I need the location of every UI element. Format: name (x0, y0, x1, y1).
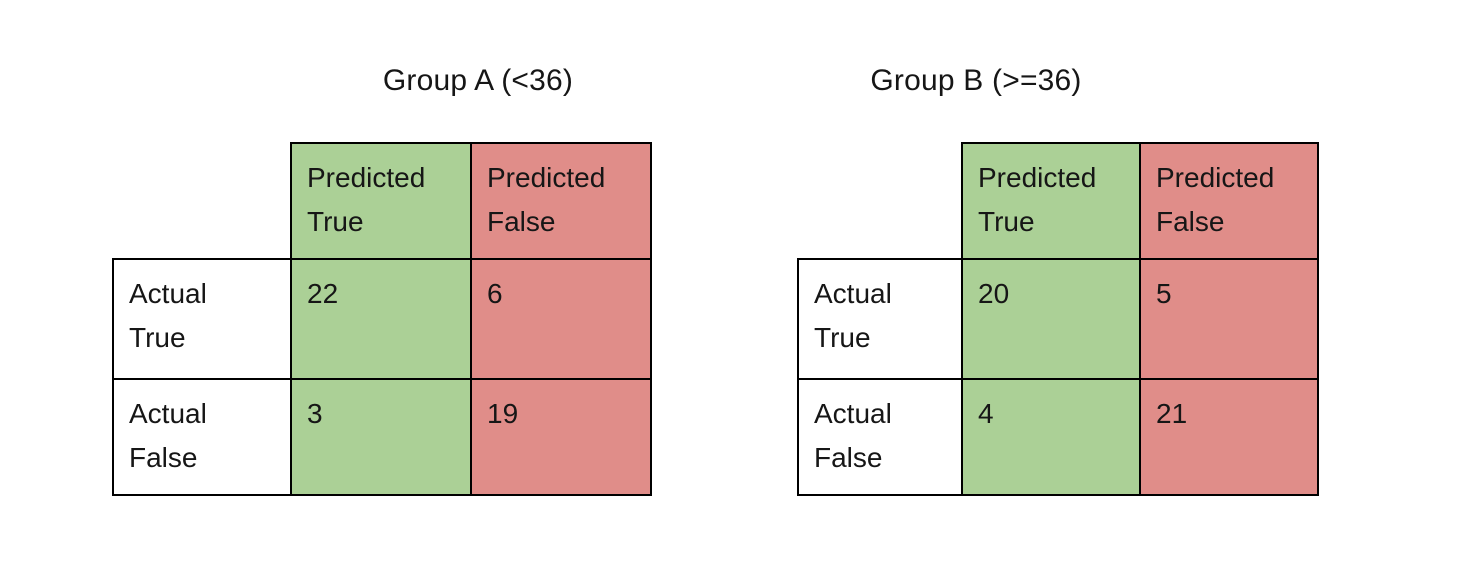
matrix-b-corner-cell (798, 143, 962, 259)
matrix-b-col-header-predicted-false: Predicted False (1139, 142, 1319, 260)
matrix-a-cell-true-negative: 19 (470, 378, 652, 496)
matrix-b-cell-false-negative: 5 (1139, 258, 1319, 380)
matrix-a-row-header-actual-true: Actual True (112, 258, 292, 380)
matrix-b-col-header-predicted-true: Predicted True (961, 142, 1141, 260)
matrix-a-cell-false-positive: 3 (290, 378, 472, 496)
matrix-a-cell-true-positive: 22 (290, 258, 472, 380)
matrix-b-title: Group B (>=36) (870, 64, 1082, 97)
matrix-a-col-header-predicted-false: Predicted False (470, 142, 652, 260)
matrix-a-title: Group A (<36) (382, 64, 574, 97)
matrix-a-cell-false-negative: 6 (470, 258, 652, 380)
matrix-b-cell-false-positive: 4 (961, 378, 1141, 496)
matrix-b-row-header-actual-false: Actual False (797, 378, 963, 496)
matrix-a-corner-cell (113, 143, 291, 259)
matrix-a-row-header-actual-false: Actual False (112, 378, 292, 496)
confusion-matrix-a: Predicted True Predicted False Actual Tr… (112, 142, 652, 496)
matrix-b-cell-true-positive: 20 (961, 258, 1141, 380)
matrix-b-cell-true-negative: 21 (1139, 378, 1319, 496)
matrix-a-col-header-predicted-true: Predicted True (290, 142, 472, 260)
confusion-matrix-b: Predicted True Predicted False Actual Tr… (797, 142, 1319, 496)
matrix-b-row-header-actual-true: Actual True (797, 258, 963, 380)
